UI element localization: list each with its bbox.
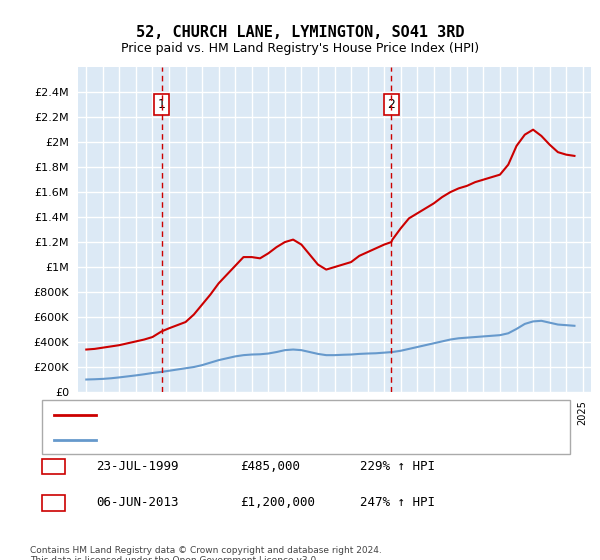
Text: 52, CHURCH LANE, LYMINGTON, SO41 3RD: 52, CHURCH LANE, LYMINGTON, SO41 3RD: [136, 25, 464, 40]
Text: 229% ↑ HPI: 229% ↑ HPI: [360, 460, 435, 473]
Text: 2: 2: [388, 98, 395, 111]
Text: 52, CHURCH LANE, LYMINGTON, SO41 3RD (detached house): 52, CHURCH LANE, LYMINGTON, SO41 3RD (de…: [108, 410, 447, 421]
Text: 247% ↑ HPI: 247% ↑ HPI: [360, 496, 435, 510]
Text: £485,000: £485,000: [240, 460, 300, 473]
Text: 2: 2: [49, 496, 58, 510]
Text: Price paid vs. HM Land Registry's House Price Index (HPI): Price paid vs. HM Land Registry's House …: [121, 42, 479, 55]
Text: £1,200,000: £1,200,000: [240, 496, 315, 510]
Text: 23-JUL-1999: 23-JUL-1999: [96, 460, 179, 473]
Text: 1: 1: [158, 98, 166, 111]
Text: 06-JUN-2013: 06-JUN-2013: [96, 496, 179, 510]
Text: HPI: Average price, detached house, New Forest: HPI: Average price, detached house, New …: [108, 435, 376, 445]
Text: Contains HM Land Registry data © Crown copyright and database right 2024.
This d: Contains HM Land Registry data © Crown c…: [30, 546, 382, 560]
Text: 1: 1: [49, 460, 58, 473]
